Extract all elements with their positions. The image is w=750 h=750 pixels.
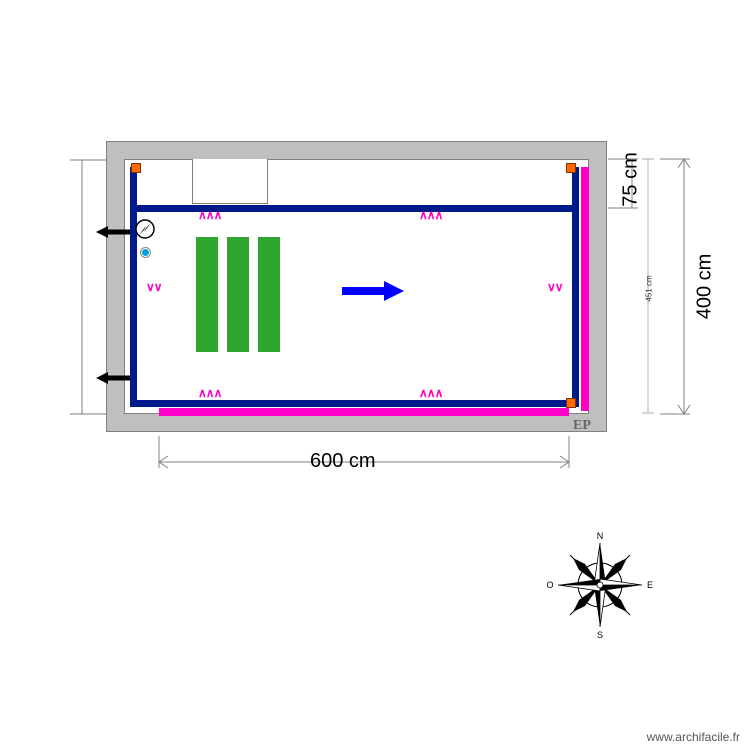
corner-square [566,163,576,173]
watermark: www.archifacile.fr [647,730,740,744]
svg-text:N: N [597,531,604,541]
dimension-height [660,150,696,425]
dimension-width-label: 600 cm [310,450,376,473]
dimension-451-label: 451 cm [645,275,654,301]
blue-dot-icon [141,248,150,257]
corner-square [131,163,141,173]
svg-text:E: E [647,580,653,590]
green-bar [196,237,218,352]
navy-frame-bottom [130,400,578,407]
green-bar [258,237,280,352]
inlet-symbol-icon [134,218,156,240]
ep-label: EP [573,418,591,434]
compass-rose-icon: N S E O [545,530,655,640]
magenta-strip-right [581,167,589,411]
flow-arrow-icon [340,276,410,306]
chevron-marks: ∧∧∧ [198,208,221,222]
top-recess [192,159,268,204]
chevron-marks: ∨∨ [547,280,563,294]
svg-text:O: O [546,580,553,590]
chevron-marks: ∧∧∧ [198,386,221,400]
chevron-marks: ∨∨ [146,280,162,294]
dimension-left-ticks [70,152,106,422]
navy-frame-right [572,167,579,407]
svg-text:S: S [597,630,603,640]
chevron-marks: ∧∧∧ [419,208,442,222]
floorplan-canvas: ∧∧∧ ∧∧∧ ∨∨ ∨∨ ∧∧∧ ∧∧∧ EP 600 cm 400 cm 7… [0,0,750,750]
chevron-marks: ∧∧∧ [419,386,442,400]
green-bar [227,237,249,352]
magenta-strip-bottom [159,408,569,416]
corner-square [566,398,576,408]
dimension-height-label: 400 cm [693,254,716,320]
